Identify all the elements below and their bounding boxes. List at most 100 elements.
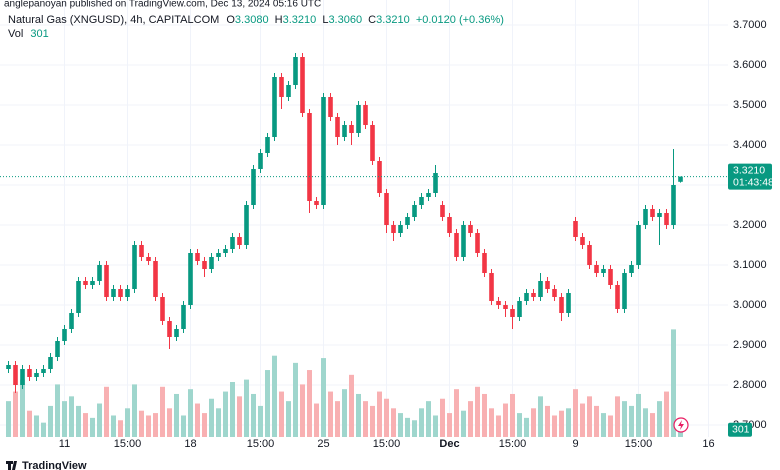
candle-body bbox=[629, 265, 634, 273]
volume-bar bbox=[286, 401, 291, 437]
volume-bar bbox=[160, 386, 165, 437]
volume-bar bbox=[447, 413, 452, 437]
volume-bar bbox=[104, 386, 109, 437]
candle-body bbox=[342, 125, 347, 137]
volume-bar bbox=[125, 408, 130, 437]
volume-bar bbox=[55, 384, 60, 437]
volume-badge-label: 301 bbox=[732, 424, 750, 436]
volume-bar bbox=[146, 415, 151, 437]
volume-bar bbox=[41, 422, 46, 437]
candle-body bbox=[69, 313, 74, 329]
volume-bar bbox=[629, 405, 634, 437]
candle-body bbox=[349, 125, 354, 133]
candle-body bbox=[55, 341, 60, 357]
volume-bar bbox=[398, 413, 403, 437]
volume-bar bbox=[62, 401, 67, 437]
grid bbox=[0, 0, 728, 437]
volume-bar bbox=[202, 413, 207, 437]
candle-body bbox=[503, 305, 508, 309]
volume-bar bbox=[321, 358, 326, 437]
volume-bar bbox=[139, 410, 144, 437]
brand-name: TradingView bbox=[22, 460, 87, 470]
volume-bar bbox=[97, 403, 102, 437]
candle-body bbox=[265, 137, 270, 153]
candle-body bbox=[195, 253, 200, 261]
candle-body bbox=[146, 257, 151, 261]
candle-body bbox=[482, 253, 487, 273]
candle-body bbox=[510, 309, 515, 317]
change: +0.0120 (+0.36%) bbox=[416, 14, 504, 26]
volume-bar bbox=[426, 401, 431, 437]
countdown-label: 01:43:48 bbox=[733, 176, 774, 188]
volume-bar bbox=[13, 391, 18, 437]
candle-body bbox=[405, 217, 410, 225]
candle-body bbox=[545, 281, 550, 289]
candle-body bbox=[615, 285, 620, 309]
candle-body bbox=[125, 289, 130, 297]
candle-body bbox=[587, 245, 592, 265]
candle-body bbox=[531, 293, 536, 297]
icon-bolt[interactable] bbox=[678, 420, 684, 430]
ohlc-key: L bbox=[322, 14, 328, 26]
candle-body bbox=[398, 225, 403, 233]
volume-bar bbox=[503, 403, 508, 437]
candle-body bbox=[6, 365, 11, 369]
candle-body bbox=[293, 57, 298, 85]
candle-body bbox=[118, 289, 123, 297]
candle-body bbox=[573, 221, 578, 237]
x-tick-label: Dec bbox=[439, 438, 459, 450]
candle-body bbox=[62, 329, 67, 341]
candle-body bbox=[524, 293, 529, 301]
candle-body bbox=[496, 301, 501, 305]
candle-body bbox=[48, 357, 53, 369]
candle-body bbox=[230, 237, 235, 249]
volume-bar bbox=[405, 417, 410, 437]
price-badge-label: 3.3210 bbox=[733, 164, 765, 176]
volume-bar bbox=[27, 410, 32, 437]
volume-bar bbox=[76, 405, 81, 437]
y-tick-label: 3.5000 bbox=[733, 99, 767, 111]
volume-bar bbox=[20, 379, 25, 437]
candle-body bbox=[160, 297, 165, 321]
lightning-icon[interactable] bbox=[673, 417, 689, 433]
brand: TradingView bbox=[6, 460, 87, 470]
volume-bar bbox=[328, 391, 333, 437]
y-tick-label: 3.1000 bbox=[733, 259, 767, 271]
ohlc-value: 3.3060 bbox=[328, 14, 362, 26]
x-tick-label: 15:00 bbox=[247, 438, 275, 450]
y-tick-label: 3.0000 bbox=[733, 299, 767, 311]
volume-bar bbox=[83, 413, 88, 437]
volume-bar bbox=[195, 403, 200, 437]
candle-body bbox=[370, 125, 375, 161]
volume-bar bbox=[552, 415, 557, 437]
volume-bar bbox=[531, 408, 536, 437]
candle-body bbox=[440, 205, 445, 217]
candle-body bbox=[174, 329, 179, 337]
volume-bar bbox=[237, 396, 242, 437]
volume-key: Vol bbox=[8, 28, 23, 40]
y-tick-label: 3.4000 bbox=[733, 139, 767, 151]
candle-body bbox=[328, 97, 333, 117]
volume-bar bbox=[671, 329, 676, 437]
volume-bar bbox=[461, 410, 466, 437]
volume-bar bbox=[510, 393, 515, 437]
price-pane bbox=[0, 53, 728, 393]
candle-body bbox=[356, 105, 361, 133]
candle-body bbox=[594, 265, 599, 273]
candle-body bbox=[566, 293, 571, 313]
candle-body bbox=[552, 289, 557, 297]
candle-body bbox=[538, 281, 543, 297]
candle-body bbox=[139, 245, 144, 257]
candle-body bbox=[391, 225, 396, 233]
volume-bar bbox=[468, 401, 473, 437]
y-tick-label: 3.2000 bbox=[733, 219, 767, 231]
candle-body bbox=[559, 297, 564, 313]
ohlc-key: O bbox=[226, 14, 235, 26]
volume-bar bbox=[342, 389, 347, 437]
volume-bar bbox=[251, 393, 256, 437]
candle-body bbox=[678, 176, 683, 182]
ohlc-key: C bbox=[368, 14, 376, 26]
x-tick-label: 15:00 bbox=[499, 438, 527, 450]
publisher: anglepanoyan published on TradingView.co… bbox=[4, 0, 321, 10]
